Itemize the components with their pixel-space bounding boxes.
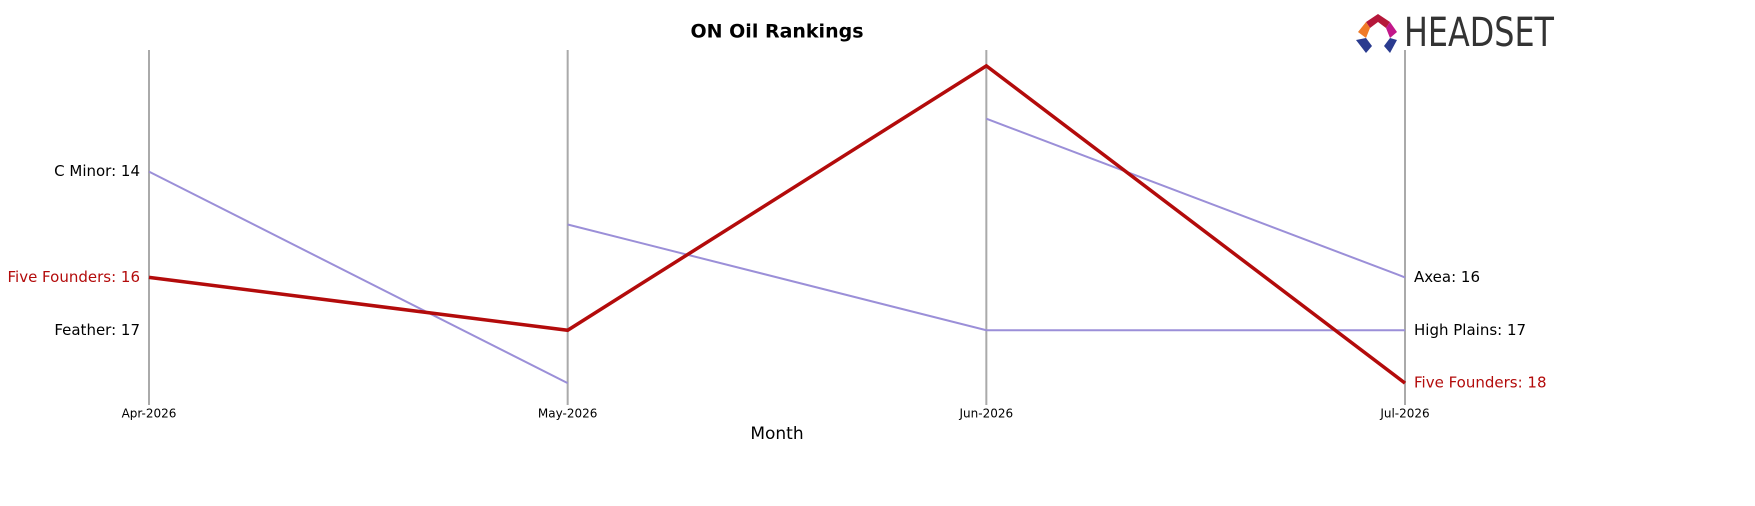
logo-text: HEADSET <box>1404 10 1554 56</box>
series-line <box>567 223 1405 332</box>
logo-mark <box>1356 38 1372 53</box>
logo-mark <box>1366 14 1390 28</box>
chart-title: ON Oil Rankings <box>690 21 863 43</box>
value-label: Feather: 17 <box>54 321 140 339</box>
series-line <box>985 117 1406 279</box>
x-tick-label: Jul-2026 <box>1379 407 1429 421</box>
x-axis-label: Month <box>750 424 803 444</box>
logo-mark <box>1358 22 1370 38</box>
value-label: High Plains: 17 <box>1414 321 1526 339</box>
series-line <box>148 170 569 385</box>
value-label: Axea: 16 <box>1414 268 1480 286</box>
logo-mark <box>1386 22 1397 38</box>
x-tick-label: May-2026 <box>538 407 597 421</box>
value-label: Five Founders: 18 <box>1414 374 1547 392</box>
series-line <box>148 63 1407 385</box>
x-tick-label: Apr-2026 <box>122 407 177 421</box>
value-label: C Minor: 14 <box>54 162 140 180</box>
x-tick-label: Jun-2026 <box>959 407 1014 421</box>
logo-mark <box>1384 38 1397 53</box>
logo: HEADSET <box>1356 10 1554 56</box>
value-label: Five Founders: 16 <box>7 268 140 286</box>
